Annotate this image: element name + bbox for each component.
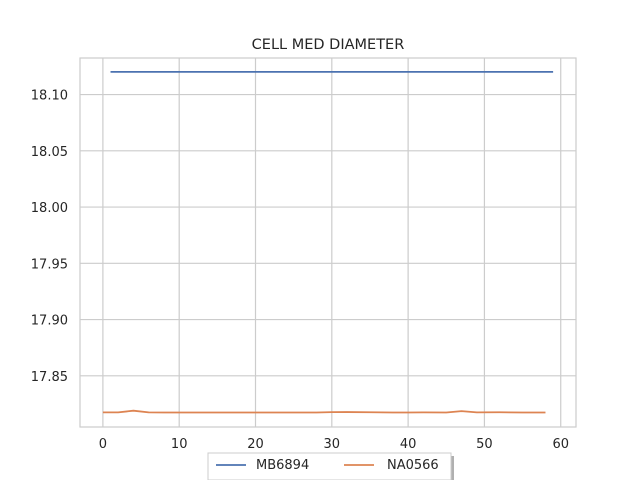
y-tick-label: 17.95 (31, 257, 68, 272)
grid-lines (80, 58, 576, 427)
y-axis-tick-labels: 17.85 17.90 17.95 18.00 18.05 18.10 (31, 89, 68, 385)
y-tick-label: 17.90 (31, 314, 68, 329)
x-tick-label: 20 (247, 437, 264, 452)
x-tick-label: 30 (324, 437, 341, 452)
series-line-na0566 (102, 409, 546, 414)
x-tick-label: 10 (171, 437, 188, 452)
x-axis-tick-labels: 0 10 20 30 40 50 60 (99, 437, 569, 452)
x-tick-label: 50 (476, 437, 493, 452)
legend: MB6894 NA0566 (207, 452, 454, 480)
legend-box (207, 452, 452, 480)
y-tick-label: 18.10 (31, 89, 68, 104)
chart-title: CELL MED DIAMETER (252, 37, 405, 53)
y-tick-label: 17.85 (31, 370, 68, 385)
y-tick-label: 18.00 (31, 201, 68, 216)
x-tick-label: 0 (99, 437, 107, 452)
legend-label: NA0566 (387, 458, 439, 473)
series-lines (102, 70, 554, 414)
plot-area-frame (79, 57, 577, 428)
x-tick-label: 60 (552, 437, 569, 452)
legend-label: MB6894 (256, 458, 309, 473)
y-tick-label: 18.05 (31, 145, 68, 160)
x-tick-label: 40 (400, 437, 417, 452)
